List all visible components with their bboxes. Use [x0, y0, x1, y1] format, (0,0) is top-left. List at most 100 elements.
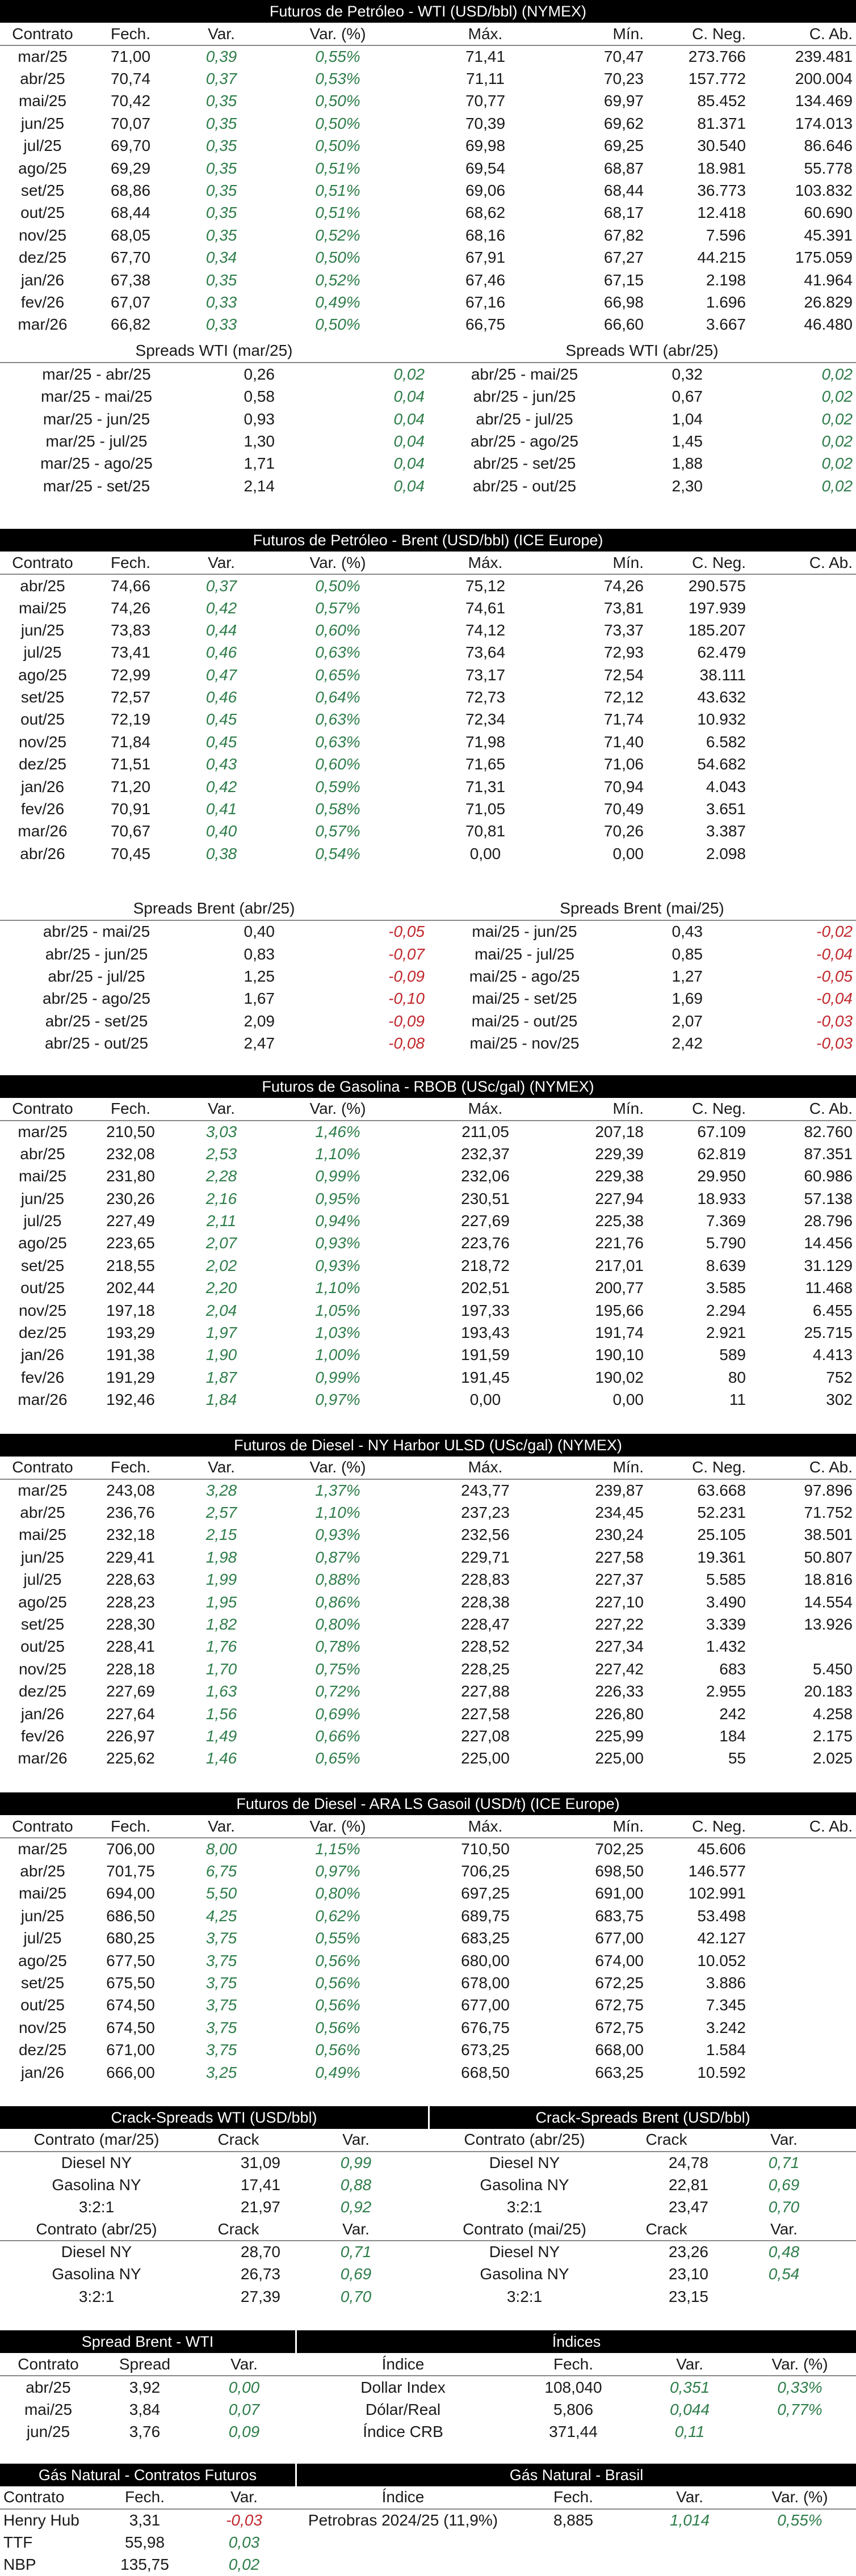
brent-cell: mai/25 — [18, 599, 67, 617]
gasoil-cell: 677,00 — [461, 1996, 510, 2014]
table-row: Henry Hub 3,31 -0,03 — [0, 2509, 295, 2531]
gasoil-cell: 53.498 — [697, 1906, 746, 1925]
ulsd-cell: 0,66% — [315, 1727, 360, 1745]
wti-cell: 68,05 — [110, 226, 151, 244]
indices-col-header: Índice — [295, 2353, 511, 2377]
wti-cell: 0,33 — [205, 293, 237, 311]
ulsd-cell: 0,78% — [315, 1638, 360, 1656]
rbob-cell: 191,29 — [106, 1368, 155, 1386]
rbob-cell: 221,76 — [595, 1234, 644, 1252]
wti-cell: jan/26 — [20, 271, 65, 289]
brent-cell: 73,17 — [465, 666, 506, 684]
spread-label: mai/25 - jun/25 — [472, 923, 577, 941]
rbob-col-header: Var. (%) — [267, 1097, 409, 1121]
wti-cell: 0,35 — [205, 204, 237, 222]
gasoil-cell: 686,50 — [106, 1906, 155, 1925]
brent-cell: 0,54% — [315, 844, 360, 862]
ulsd-col-header: C. Ab. — [749, 1456, 856, 1480]
gasoil-cell: 680,25 — [106, 1929, 155, 1947]
wti-cell: 200.004 — [795, 70, 853, 88]
table-row: ago/25 228,23 1,95 0,86% 228,38 227,10 3.490 14… — [0, 1591, 856, 1613]
rbob-cell: 752 — [826, 1368, 853, 1386]
rbob-cell: 2.921 — [706, 1324, 746, 1342]
rbob-cell: 1,97 — [205, 1324, 237, 1342]
crack-brent-title: Crack-Spreads Brent (USD/bbl) — [428, 2106, 856, 2129]
ulsd-cell: 227,08 — [461, 1727, 510, 1745]
gasoil-col-header: Contrato — [0, 1815, 85, 1838]
brent-cell: dez/25 — [18, 755, 67, 773]
brent-cell: 71,05 — [465, 800, 506, 818]
table-row: mai/25 - jun/25 0,43 -0,02 — [428, 921, 856, 943]
spread-label: mar/25 - set/25 — [43, 477, 150, 495]
gasoil-cell: 671,00 — [106, 2041, 155, 2059]
wti-table: Contrato Fech. Var. Var. (%) Máx. Mín. C. Neg.… — [0, 23, 856, 336]
rbob-col-header: C. Neg. — [647, 1097, 749, 1121]
wti-spreads-left-table: mar/25 - abr/25 0,26 0,02 mar/25 - mai/25 0,… — [0, 363, 428, 497]
wti-title: Futuros de Petróleo - WTI (USD/bbl) (NYM… — [0, 0, 856, 23]
crack-contract: Contrato (abr/25) — [36, 2220, 157, 2238]
table-row: 3:2:1 23,15 — [428, 2285, 856, 2308]
wti-cell: 70,39 — [465, 114, 506, 132]
indices-header-row: Índice Fech. Var. Var. (%) — [295, 2353, 856, 2377]
crack-value: 28,70 — [240, 2243, 280, 2261]
brent-cell: 0,45 — [205, 733, 237, 751]
ulsd-cell: 237,23 — [461, 1504, 510, 1521]
brent-cell: set/25 — [20, 688, 65, 706]
brent-cell — [749, 574, 856, 596]
wti-cell: 70,47 — [603, 48, 644, 66]
spread-var: -0,02 — [816, 923, 853, 941]
brent-cell: jan/26 — [20, 777, 65, 795]
brent-cell: 3.651 — [706, 800, 746, 818]
ulsd-cell: mar/25 — [18, 1481, 68, 1500]
brent-cell — [749, 798, 856, 820]
rbob-cell: 82.760 — [804, 1123, 853, 1141]
wti-col-header: Var. (%) — [267, 23, 409, 46]
crack-value: 23,15 — [668, 2287, 708, 2305]
wti-cell: 0,50% — [315, 137, 360, 155]
crack-label: Diesel NY — [489, 2243, 560, 2261]
ulsd-cell: 228,41 — [106, 1638, 155, 1656]
wti-cell: 134.469 — [795, 92, 853, 110]
gas-futures-cell: 3,31 — [129, 2511, 161, 2529]
gas-futures-col-header: Contrato — [0, 2486, 96, 2510]
ulsd-cell: 225,99 — [595, 1727, 644, 1745]
crack-value: 27,39 — [240, 2287, 280, 2305]
indices-cell: 371,44 — [549, 2422, 598, 2440]
brent-cell: 74,26 — [110, 599, 151, 617]
ulsd-cell: 232,56 — [461, 1526, 510, 1544]
ulsd-cell: 228,47 — [461, 1615, 510, 1633]
wti-cell: 67,46 — [465, 271, 506, 289]
table-row: TTF 55,98 0,03 — [0, 2531, 295, 2553]
brent-spreads-left-table: abr/25 - mai/25 0,40 -0,05 abr/25 - jun/25 0… — [0, 921, 428, 1055]
ulsd-col-header: Mín. — [562, 1456, 647, 1480]
crack-label: Gasolina NY — [52, 2265, 141, 2283]
brent-cell: abr/25 — [20, 576, 65, 595]
wti-cell: 69,29 — [110, 159, 151, 177]
spread-var: 0,02 — [821, 410, 853, 428]
wti-cell: 69,98 — [465, 137, 506, 155]
rbob-cell: 14.456 — [804, 1234, 853, 1252]
gasoil-col-header: Var. — [176, 1815, 267, 1838]
crack-value: 17,41 — [240, 2175, 280, 2194]
wti-cell: 66,60 — [603, 315, 644, 334]
table-row: abr/25 3,92 0,00 — [0, 2376, 295, 2398]
rbob-cell: jan/26 — [20, 1346, 65, 1364]
table-row: abr/25 - jun/25 0,67 0,02 — [428, 385, 856, 407]
gas-brasil-cell: 1,014 — [669, 2511, 710, 2529]
rbob-cell: 192,46 — [106, 1391, 155, 1409]
gas-futures-table: Contrato Fech. Var. Henry Hub 3,31 -0,03 TTF 55… — [0, 2486, 295, 2576]
table-row: abr/25 70,74 0,37 0,53% 71,11 70,23 157.772 200… — [0, 68, 856, 90]
wti-cell: 81.371 — [697, 114, 746, 132]
ulsd-cell: 2.025 — [812, 1749, 853, 1767]
spread-var: -0,09 — [388, 1012, 425, 1030]
rbob-cell: 2,20 — [205, 1279, 237, 1297]
gas-brasil-table: Índice Fech. Var. Var. (%) Petrobras 2024/25… — [295, 2486, 856, 2531]
brent-cell: 71,40 — [603, 733, 644, 751]
crack-var: 0,92 — [340, 2198, 372, 2216]
brent-col-header: Mín. — [562, 552, 647, 575]
table-row: out/25 68,44 0,35 0,51% 68,62 68,17 12.418 60.6… — [0, 202, 856, 224]
spread-var: 0,04 — [393, 454, 425, 473]
wti-cell: 0,52% — [315, 271, 360, 289]
rbob-col-header: Contrato — [0, 1097, 85, 1121]
table-row: abr/25 - mai/25 0,40 -0,05 — [0, 921, 428, 943]
